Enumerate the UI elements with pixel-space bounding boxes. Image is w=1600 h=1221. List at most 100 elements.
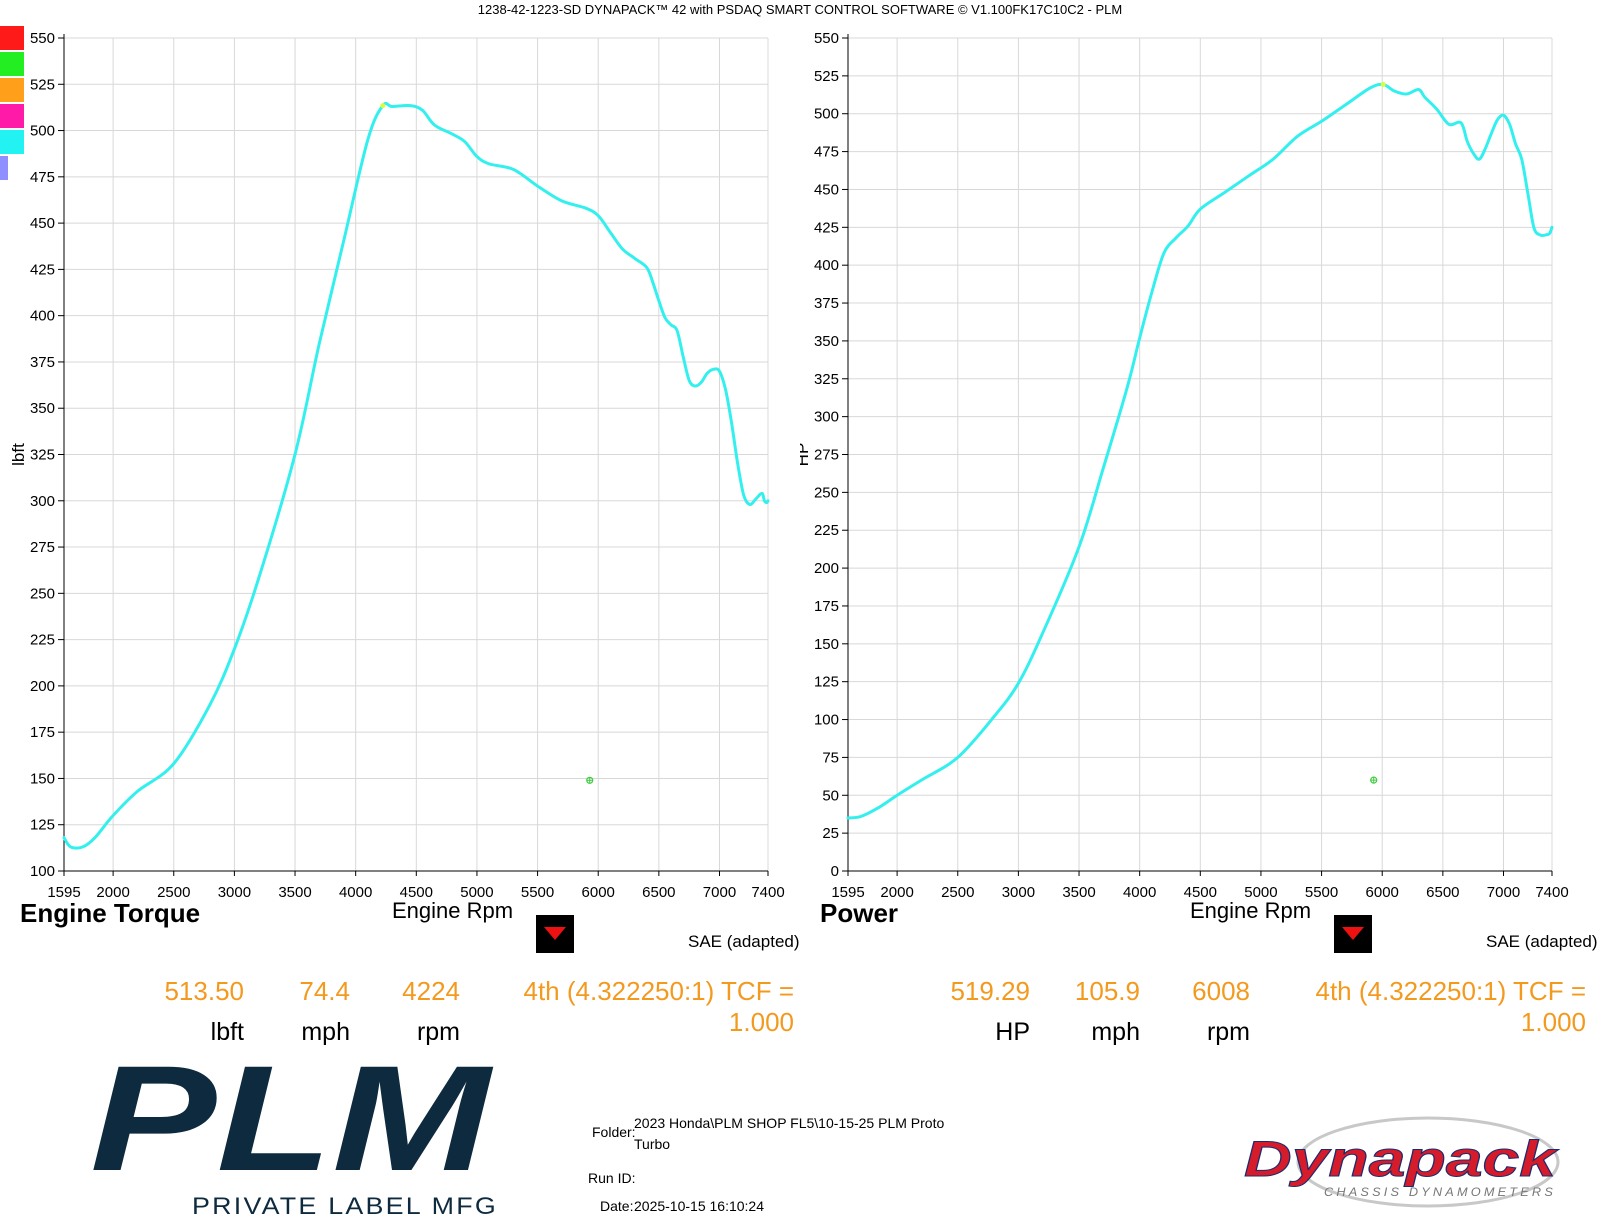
power-ytick-label-175: 175 <box>814 598 839 615</box>
power-ytick-label-425: 425 <box>814 219 839 236</box>
swatch-orange[interactable] <box>0 78 24 102</box>
power-ytick-label-325: 325 <box>814 371 839 388</box>
power-ytick-label-500: 500 <box>814 106 839 123</box>
torque-xtick-label-5000: 5000 <box>460 884 493 901</box>
torque-ytick-label-350: 350 <box>30 400 55 417</box>
torque-chart[interactable]: 100 125 150 175 200 225 250 275 300 325 350 375 400 4… <box>0 0 800 905</box>
swatch-pink[interactable] <box>0 104 24 128</box>
power-readout-rpm: 6008 <box>1192 976 1250 1006</box>
torque-ytick-label-250: 250 <box>30 585 55 602</box>
power-series-line-0 <box>846 82 1554 820</box>
torque-ytick-label-325: 325 <box>30 447 55 464</box>
power-ytick-label-200: 200 <box>814 560 839 577</box>
run-color-swatches <box>0 26 24 182</box>
torque-xtick-label-3000: 3000 <box>218 884 251 901</box>
power-ytick-label-250: 250 <box>814 484 839 501</box>
power-ytick-label-75: 75 <box>822 749 839 766</box>
power-ytick-label-150: 150 <box>814 636 839 653</box>
torque-readout-gear: 4th (4.322250:1) TCF = 1.000 <box>523 976 794 1037</box>
torque-rpm-unit: rpm <box>416 1018 460 1046</box>
torque-xtick-label-7000: 7000 <box>703 884 736 901</box>
power-cursor-point <box>1380 82 1386 88</box>
power-rpm-unit: rpm <box>1206 1018 1250 1046</box>
power-xtick-label-3500: 3500 <box>1062 884 1095 901</box>
power-chart-title: Power <box>820 898 899 928</box>
power-ytick-label-550: 550 <box>814 30 839 47</box>
folder-label: Folder: <box>592 1124 636 1140</box>
torque-xtick-label-6000: 6000 <box>582 884 615 901</box>
power-ytick-label-375: 375 <box>814 295 839 312</box>
torque-speed-unit: mph <box>301 1018 350 1046</box>
power-xtick-label-6000: 6000 <box>1366 884 1399 901</box>
swatch-lavender[interactable] <box>0 156 8 180</box>
power-unit-label: HP <box>995 1018 1030 1046</box>
power-xtick-label-4500: 4500 <box>1184 884 1217 901</box>
power-xtick-label-2000: 2000 <box>880 884 913 901</box>
power-ytick-label-350: 350 <box>814 333 839 350</box>
power-readout-gear: 4th (4.322250:1) TCF = 1.000 <box>1315 976 1586 1037</box>
torque-ytick-label-450: 450 <box>30 215 55 232</box>
dynapack-logo-mark: Dynapack <box>1244 1131 1559 1187</box>
dynapack-logo: Dynapack CHASSIS DYNAMOMETERS <box>1244 1116 1560 1208</box>
torque-ytick-label-275: 275 <box>30 539 55 556</box>
torque-ytick-label-100: 100 <box>30 863 55 880</box>
power-ytick-label-475: 475 <box>814 144 839 161</box>
torque-xtick-label-5500: 5500 <box>521 884 554 901</box>
power-xtick-label-7400: 7400 <box>1535 884 1568 901</box>
torque-ytick-label-550: 550 <box>30 30 55 47</box>
torque-cursor-point <box>380 103 386 109</box>
torque-correction-label: SAE (adapted) <box>688 932 800 951</box>
torque-xtick-label-2500: 2500 <box>157 884 190 901</box>
swatch-green[interactable] <box>0 52 24 76</box>
torque-ytick-label-125: 125 <box>30 817 55 834</box>
power-ytick-label-275: 275 <box>814 447 839 464</box>
torque-xaxis-dropdown-button[interactable] <box>536 915 574 953</box>
power-correction-label: SAE (adapted) <box>1486 932 1598 951</box>
dynapack-logo-subtitle: CHASSIS DYNAMOMETERS <box>1324 1185 1556 1199</box>
date-label: Date: <box>600 1198 634 1214</box>
power-xtick-label-5000: 5000 <box>1244 884 1277 901</box>
folder-value-line2: Turbo <box>634 1136 671 1152</box>
power-xtick-label-7000: 7000 <box>1487 884 1520 901</box>
power-chart[interactable]: 0 25 50 75 100 125 150 175 200 225 250 275 300 325 350… <box>800 0 1600 905</box>
swatch-cyan[interactable] <box>0 130 24 154</box>
torque-ytick-label-425: 425 <box>30 261 55 278</box>
power-xtick-label-1595: 1595 <box>831 884 864 901</box>
power-yaxis-label: HP <box>800 443 812 467</box>
torque-xtick-label-7400: 7400 <box>751 884 784 901</box>
torque-ytick-label-300: 300 <box>30 493 55 510</box>
power-ytick-label-25: 25 <box>822 825 839 842</box>
power-xtick-label-3000: 3000 <box>1002 884 1035 901</box>
torque-readout-speed: 74.4 <box>299 976 350 1006</box>
power-ytick-label-525: 525 <box>814 68 839 85</box>
torque-ytick-label-525: 525 <box>30 76 55 93</box>
power-xtick-label-5500: 5500 <box>1305 884 1338 901</box>
torque-xaxis-label: Engine Rpm <box>392 898 514 923</box>
power-xtick-label-4000: 4000 <box>1123 884 1156 901</box>
dynapack-logo-swoosh <box>1296 1116 1560 1208</box>
power-readout-value: 519.29 <box>950 976 1030 1006</box>
power-xaxis-dropdown-button[interactable] <box>1334 915 1372 953</box>
torque-ytick-label-200: 200 <box>30 678 55 695</box>
torque-unit-label: lbft <box>210 1018 244 1046</box>
power-ytick-label-100: 100 <box>814 712 839 729</box>
power-xtick-label-6500: 6500 <box>1426 884 1459 901</box>
runid-label: Run ID: <box>588 1170 636 1186</box>
folder-value-line1: 2023 Honda\PLM SHOP FL5\10-15-25 PLM Pro… <box>634 1115 945 1131</box>
torque-ytick-label-225: 225 <box>30 632 55 649</box>
plm-logo: PLM PRIVATE LABEL MFG <box>90 1058 498 1218</box>
torque-ytick-label-150: 150 <box>30 770 55 787</box>
torque-ytick-label-375: 375 <box>30 354 55 371</box>
swatch-red[interactable] <box>0 26 24 50</box>
torque-ytick-label-500: 500 <box>30 123 55 140</box>
power-readout-speed: 105.9 <box>1074 976 1140 1006</box>
torque-xtick-label-6500: 6500 <box>642 884 675 901</box>
power-xtick-label-2500: 2500 <box>941 884 974 901</box>
power-xaxis-label: Engine Rpm <box>1190 898 1312 923</box>
torque-readout-value: 513.50 <box>164 976 244 1006</box>
torque-xtick-label-1595: 1595 <box>47 884 80 901</box>
torque-series-line-0 <box>62 101 770 850</box>
power-ytick-label-400: 400 <box>814 257 839 274</box>
plm-logo-subtitle: PRIVATE LABEL MFG <box>192 1193 498 1218</box>
power-ytick-label-125: 125 <box>814 674 839 691</box>
